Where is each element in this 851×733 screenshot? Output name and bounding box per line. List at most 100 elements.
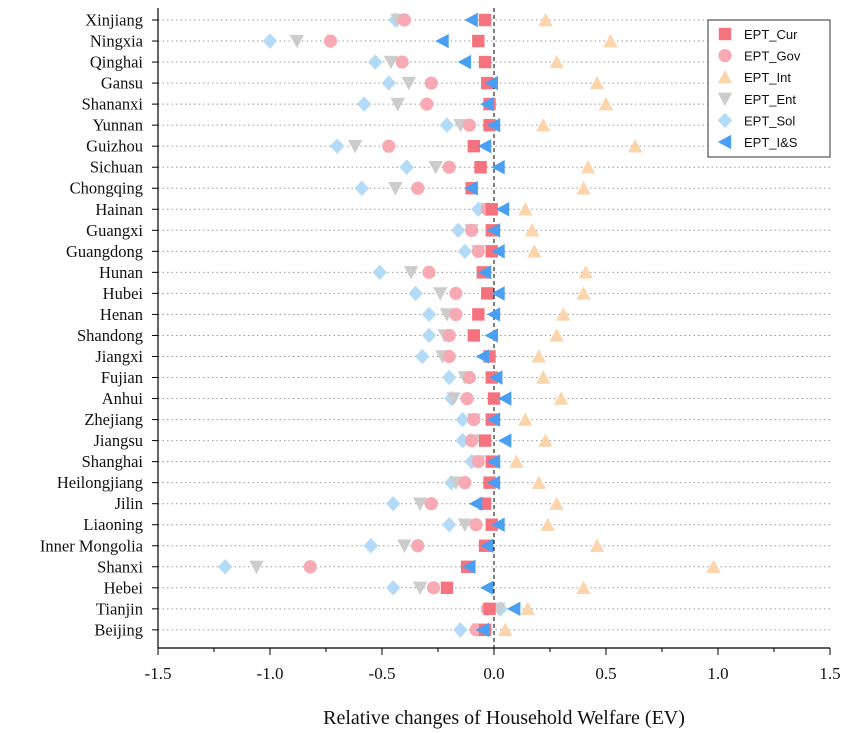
legend-label: EPT_I&S <box>744 135 798 150</box>
point-ept-sol <box>439 117 455 133</box>
point-ept-cur <box>467 139 481 153</box>
y-tick-label: Qinghai <box>90 53 144 72</box>
point-ept-i-s <box>462 559 476 574</box>
point-ept-gov <box>397 13 411 27</box>
point-ept-ent <box>383 55 399 70</box>
point-ept-gov <box>382 139 396 153</box>
point-ept-gov <box>467 412 481 427</box>
x-tick-label: -1.0 <box>257 664 284 683</box>
point-ept-int <box>531 475 546 489</box>
point-ept-sol <box>457 243 473 260</box>
legend-label: EPT_Sol <box>744 113 795 128</box>
point-ept-i-s <box>486 307 501 322</box>
point-ept-ent <box>390 97 405 112</box>
legend-marker <box>717 134 732 150</box>
point-ept-gov <box>424 497 438 511</box>
point-ept-i-s <box>498 391 512 406</box>
point-ept-i-s <box>491 160 505 175</box>
point-ept-int <box>556 307 571 321</box>
point-ept-int <box>540 517 555 531</box>
y-tick-label: Gansu <box>101 74 143 93</box>
point-ept-gov <box>458 476 472 490</box>
point-ept-i-s <box>486 412 501 427</box>
point-ept-sol <box>408 285 423 302</box>
y-tick-label: Jiangsu <box>94 431 144 450</box>
point-ept-sol <box>218 559 233 575</box>
y-tick-label: Jiangxi <box>95 347 143 366</box>
point-ept-ent <box>347 139 363 154</box>
point-ept-int <box>509 454 524 468</box>
point-ept-ent <box>388 182 403 196</box>
point-ept-sol <box>386 495 401 512</box>
point-ept-sol <box>386 580 401 596</box>
x-tick-label: 0.0 <box>483 664 504 683</box>
point-ept-ent <box>249 560 264 574</box>
point-ept-sol <box>372 264 387 281</box>
point-ept-gov <box>460 391 474 406</box>
point-ept-gov <box>442 328 456 343</box>
point-ept-sol <box>421 306 437 323</box>
point-ept-sol <box>399 159 414 175</box>
point-ept-i-s <box>495 202 510 217</box>
point-ept-int <box>536 117 551 132</box>
point-ept-gov <box>323 34 338 48</box>
point-ept-gov <box>442 349 456 364</box>
point-ept-ent <box>446 392 461 406</box>
point-ept-gov <box>469 518 483 532</box>
axes: Xinjiang Ningxia Qinghai Gansu Shananxi Yunna… <box>40 8 841 683</box>
point-ept-ent <box>428 161 443 175</box>
point-ept-cur <box>478 434 492 447</box>
point-ept-int <box>549 328 564 342</box>
point-ept-sol <box>453 622 468 638</box>
point-ept-i-s <box>480 538 494 553</box>
point-ept-gov <box>465 223 479 237</box>
point-ept-i-s <box>477 265 492 280</box>
point-ept-gov <box>422 265 436 279</box>
point-ept-i-s <box>506 601 521 617</box>
point-ept-sol <box>450 222 466 238</box>
point-ept-i-s <box>475 349 489 364</box>
point-ept-sol <box>381 75 396 91</box>
point-ept-i-s <box>491 244 505 259</box>
point-ept-int <box>538 433 553 447</box>
point-ept-gov <box>462 118 476 132</box>
y-tick-label: Beijing <box>94 620 143 639</box>
point-ept-int <box>706 559 721 573</box>
point-ept-gov <box>411 539 425 553</box>
point-ept-int <box>549 496 564 510</box>
point-ept-i-s <box>486 454 501 469</box>
point-ept-ent <box>457 518 473 532</box>
y-tick-label: Inner Mongolia <box>40 536 144 555</box>
point-ept-sol <box>262 33 278 49</box>
point-ept-int <box>518 412 533 426</box>
point-ept-ent <box>403 266 419 280</box>
point-ept-gov <box>449 286 463 300</box>
y-tick-label: Yunnan <box>93 116 143 135</box>
x-axis-title: Relative changes of Household Welfare (E… <box>323 707 685 729</box>
point-ept-i-s <box>475 622 489 638</box>
point-ept-int <box>589 538 605 552</box>
point-ept-ent <box>433 287 448 301</box>
y-tick-label: Chongqing <box>70 179 143 198</box>
point-ept-sol <box>442 369 457 386</box>
point-ept-gov <box>465 434 479 448</box>
y-tick-label: Xinjiang <box>85 11 143 30</box>
legend-label: EPT_Ent <box>744 92 796 107</box>
point-ept-int <box>578 265 594 279</box>
point-ept-int <box>549 54 564 69</box>
legend-label: EPT_Cur <box>744 27 798 42</box>
point-ept-ent <box>401 76 417 91</box>
point-ept-ent <box>412 497 428 511</box>
y-tick-label: Fujian <box>101 368 143 387</box>
point-ept-gov <box>462 370 476 385</box>
point-ept-sol <box>455 411 470 428</box>
y-tick-label: Tianjin <box>96 599 143 618</box>
point-ept-sol <box>330 138 345 154</box>
y-tick-label: Hebei <box>104 578 144 597</box>
point-ept-i-s <box>477 138 492 154</box>
point-ept-i-s <box>498 433 512 448</box>
point-ept-cur <box>485 203 498 216</box>
y-tick-label: Heilongjiang <box>57 473 143 492</box>
y-tick-label: Guizhou <box>86 137 143 156</box>
